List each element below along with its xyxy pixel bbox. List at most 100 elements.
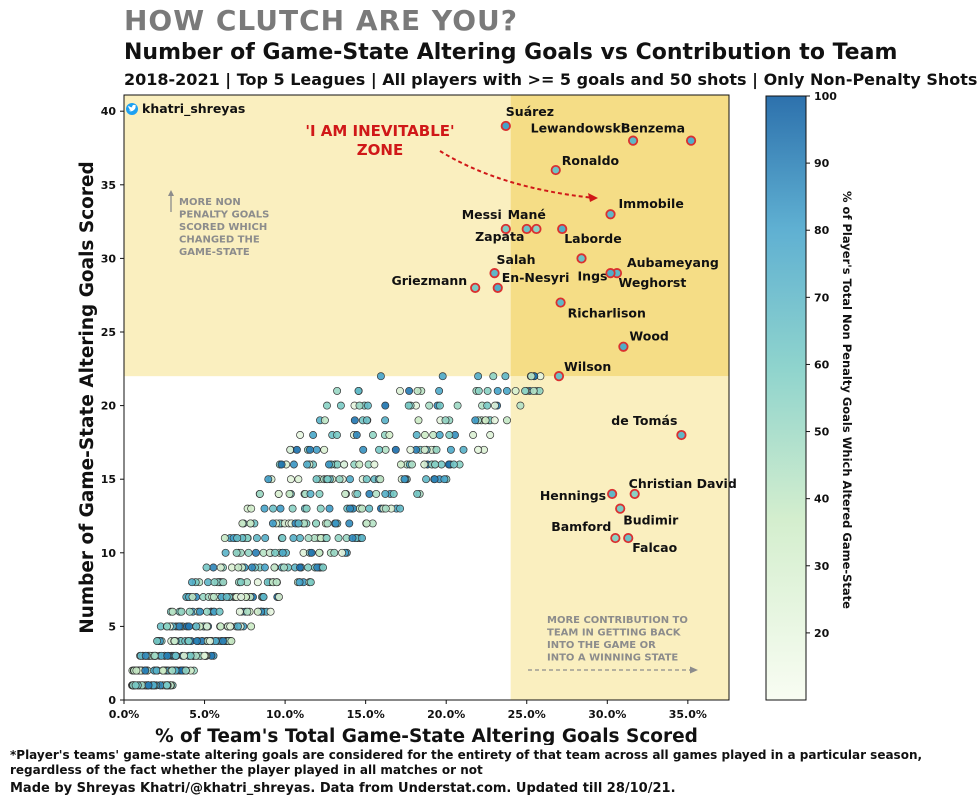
scatter-point	[370, 460, 379, 469]
scatter-point	[235, 607, 244, 616]
scatter-point	[441, 416, 450, 425]
scatter-point	[381, 401, 390, 410]
scatter-point	[330, 548, 339, 557]
scatter-point	[389, 489, 398, 498]
scatter-point	[471, 416, 480, 425]
scatter-point	[440, 475, 449, 484]
scatter-point	[368, 431, 377, 439]
scatter-point	[296, 563, 304, 572]
scatter-point	[404, 401, 413, 410]
scatter-point	[527, 372, 536, 381]
x-tick-label: 15.0%	[347, 708, 385, 721]
scatter-point	[453, 401, 462, 410]
scatter-point	[493, 386, 502, 395]
scatter-point	[203, 607, 211, 616]
scatter-point	[405, 386, 414, 395]
player-point-falcao	[623, 532, 634, 544]
scatter-point	[345, 519, 354, 528]
x-tick-label: 30.0%	[588, 708, 626, 721]
y-axis-label: Number of Game-State Altering Goals Scor…	[77, 161, 98, 634]
player-point-immobile	[605, 209, 616, 220]
scatter-point	[253, 578, 262, 587]
twitter-icon	[126, 103, 138, 115]
scatter-point	[429, 431, 438, 439]
scatter-point	[304, 534, 313, 543]
scatter-point	[181, 666, 190, 675]
scatter-point	[274, 489, 283, 498]
scatter-point	[408, 460, 416, 469]
scatter-point	[521, 386, 530, 395]
scatter-point	[365, 489, 374, 498]
player-label-laborde: Laborde	[564, 231, 622, 246]
player-point-messi	[500, 223, 511, 235]
scatter-point	[219, 578, 228, 587]
scatter-point	[251, 548, 260, 557]
scatter-point	[449, 460, 458, 469]
player-label-wood: Wood	[629, 329, 668, 344]
scatter-point	[226, 622, 235, 631]
scatter-point	[159, 666, 167, 675]
annotation-non-penalty-line: GAME-STATE	[179, 247, 250, 258]
scatter-point	[216, 563, 225, 572]
scatter-point	[232, 548, 241, 557]
scatter-point	[276, 504, 285, 513]
scatter-point	[312, 475, 321, 484]
scatter-point	[185, 622, 193, 631]
scatter-point	[474, 386, 483, 395]
scatter-point	[323, 401, 331, 410]
scatter-point	[150, 651, 159, 660]
colorbar-gradient	[765, 95, 807, 701]
scatter-point	[252, 534, 261, 543]
player-label-christian-david: Christian David	[629, 476, 737, 491]
scatter-point	[420, 460, 429, 469]
scatter-point	[195, 607, 204, 616]
scatter-point	[188, 578, 196, 587]
scatter-point	[248, 563, 256, 572]
scatter-point	[331, 519, 340, 528]
scatter-point	[304, 563, 313, 572]
scatter-point	[414, 416, 423, 425]
scatter-point	[325, 460, 333, 469]
scatter-point	[221, 548, 230, 557]
scatter-point	[185, 607, 194, 616]
inevitable-zone-label-2: ZONE	[357, 141, 403, 159]
scatter-point	[511, 386, 520, 395]
scatter-point	[264, 475, 273, 484]
player-point-weghorst	[605, 268, 616, 279]
scatter-point	[175, 622, 184, 631]
scatter-point	[446, 445, 455, 454]
scatter-point	[259, 593, 268, 601]
y-tick-label: 35	[101, 179, 116, 192]
player-label-weghorst: Weghorst	[619, 275, 687, 290]
scatter-point	[438, 372, 447, 381]
scatter-point	[270, 563, 279, 572]
scatter-point	[312, 445, 321, 454]
scatter-point	[340, 460, 349, 469]
inevitable-arrow	[439, 150, 595, 199]
scatter-point	[280, 563, 288, 572]
annotation-non-penalty-line: CHANGED THE	[179, 235, 260, 246]
scatter-point	[309, 431, 318, 439]
scatter-point	[362, 519, 371, 528]
scatter-point	[227, 637, 236, 646]
player-label-wilson: Wilson	[564, 359, 611, 374]
scatter-point	[353, 489, 362, 498]
scatter-point	[307, 548, 316, 557]
player-label-griezmann: Griezmann	[391, 273, 467, 288]
scatter-point	[294, 475, 303, 484]
scatter-point	[320, 416, 329, 425]
colorbar-tick-label: 40	[814, 493, 830, 506]
player-point-wilson	[553, 371, 565, 382]
scatter-point	[153, 637, 162, 646]
scatter-point	[335, 475, 344, 484]
scatter-point	[323, 519, 332, 528]
scatter-point	[315, 548, 324, 557]
player-label-bamford: Bamford	[551, 519, 611, 534]
scatter-point	[376, 372, 385, 381]
scatter-point	[474, 445, 483, 454]
player-label-en-nesyri: En-Nesyri	[502, 270, 570, 285]
player-point-salah	[489, 268, 500, 279]
player-point-lewandowski	[627, 135, 639, 146]
scatter-point	[348, 534, 357, 543]
